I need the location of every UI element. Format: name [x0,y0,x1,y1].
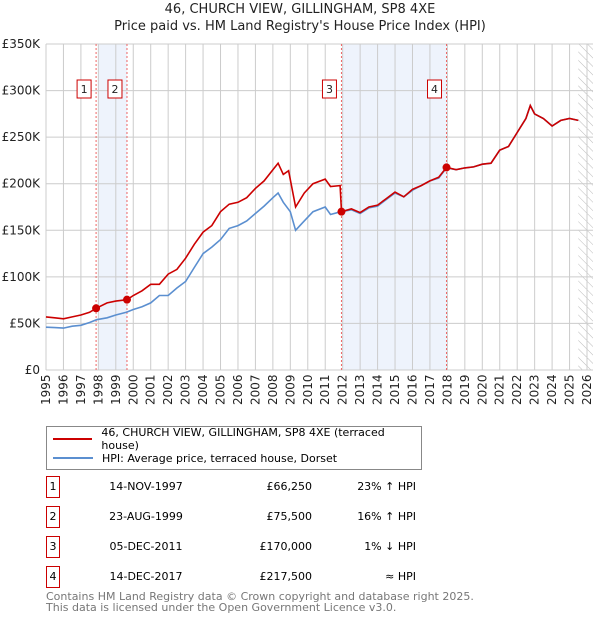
date: 05-DEC-2011 [109,540,183,553]
transaction-row: 2 23-AUG-1999 £75,500 16% ↑ HPI [46,506,446,528]
chart-subtitle: Price paid vs. HM Land Registry's House … [114,19,486,34]
x-tick-label: 2005 [214,374,228,405]
footer-copyright: Contains HM Land Registry data © Crown c… [46,590,474,603]
x-tick-label: 2023 [528,374,542,405]
x-tick-label: 2017 [423,374,437,405]
legend-label: 46, CHURCH VIEW, GILLINGHAM, SP8 4XE (te… [101,426,385,452]
transaction-row: 4 14-DEC-2017 £217,500 ≈ HPI [46,566,446,588]
y-tick-label: £150K [2,223,42,237]
price: £217,500 [259,570,313,583]
legend-swatch-red [53,438,93,440]
sale-label: 4 [431,83,438,96]
sale-point [122,295,131,304]
footer-licence: This data is licensed under the Open Gov… [46,601,397,614]
transaction-row: 3 05-DEC-2011 £170,000 1% ↓ HPI [46,536,446,558]
marker-badge: 1 [46,476,60,498]
price-chart: 1995 1996 1997 1998 1999 2000 2001 2002 2003 2004… [2,37,594,405]
x-tick-label: 2021 [493,374,507,405]
sale-label-box [76,79,92,99]
x-tick-label: 2004 [196,374,210,405]
x-tick-label: 2016 [405,374,419,405]
forecast-hatch [578,44,593,370]
x-tick-label: 2001 [144,374,158,405]
x-tick-label: 2010 [301,374,315,405]
sale-point [92,304,101,313]
x-tick-label: 2003 [179,374,193,405]
y-tick-label: £250K [2,130,42,144]
price-paid-line [45,103,579,320]
legend-swatch-blue [53,457,93,459]
x-tick-label: 2011 [318,374,332,405]
price: £75,500 [266,510,313,523]
transaction-row: 1 14-NOV-1997 £66,250 23% ↑ HPI [46,476,446,498]
y-tick-label: £100K [2,270,42,284]
chart-title: 46, CHURCH VIEW, GILLINGHAM, SP8 4XE [164,2,436,17]
x-tick-label: 2012 [336,374,350,405]
legend-item-hpi: HPI: Average price, terraced house, Dors… [53,449,337,467]
y-tick-label: £0 [25,363,40,377]
x-tick-label: 1995 [39,374,53,405]
price: £170,000 [259,540,313,553]
x-tick-label: 2007 [248,374,262,405]
marker-badge: 4 [46,566,60,588]
hpi-diff: 16% ↑ HPI [357,510,416,523]
x-tick-label: 2020 [475,374,489,405]
x-tick-label: 2022 [510,374,524,405]
sale-label: 3 [326,83,333,96]
x-tick-label: 2026 [580,374,594,405]
legend-item-property: 46, CHURCH VIEW, GILLINGHAM, SP8 4XE (te… [53,426,421,452]
x-tick-label: 1999 [109,374,123,405]
sale-label-box [107,79,123,99]
x-tick-label: 1998 [91,374,105,405]
price: £66,250 [266,480,313,493]
hpi-diff: ≈ HPI [385,570,416,583]
marker-badge: 3 [46,536,60,558]
sale-point [337,207,346,216]
date: 14-NOV-1997 [109,480,183,493]
sale-label: 2 [111,83,118,96]
x-tick-label: 2000 [126,374,140,405]
y-tick-label: £300K [2,84,42,98]
x-tick-label: 2018 [440,374,454,405]
x-tick-label: 2015 [388,374,402,405]
sale-point [442,163,451,172]
x-tick-label: 2013 [353,374,367,405]
sale-label-box [427,79,443,99]
x-tick-label: 2009 [283,374,297,405]
x-tick-label: 2006 [231,374,245,405]
date: 23-AUG-1999 [109,510,183,523]
sale-label-box [321,79,337,99]
legend-label: HPI: Average price, terraced house, Dors… [102,451,338,465]
x-tick-label: 2002 [161,374,175,405]
marker-badge: 2 [46,506,60,528]
x-tick-label: 2024 [545,374,559,405]
sale-label: 1 [81,83,88,96]
x-tick-label: 1997 [74,374,88,405]
x-tick-label: 2019 [458,374,472,405]
y-tick-label: £200K [2,177,42,191]
x-tick-label: 2025 [563,374,577,405]
x-tick-label: 2008 [266,374,280,405]
legend: 46, CHURCH VIEW, GILLINGHAM, SP8 4XE (te… [46,426,422,470]
y-tick-label: £350K [2,37,42,51]
hpi-diff: 1% ↓ HPI [364,540,416,553]
x-tick-label: 2014 [371,374,385,405]
date: 14-DEC-2017 [109,570,183,583]
y-tick-label: £50K [9,316,41,330]
hpi-diff: 23% ↑ HPI [357,480,416,493]
x-tick-label: 1996 [56,374,70,405]
